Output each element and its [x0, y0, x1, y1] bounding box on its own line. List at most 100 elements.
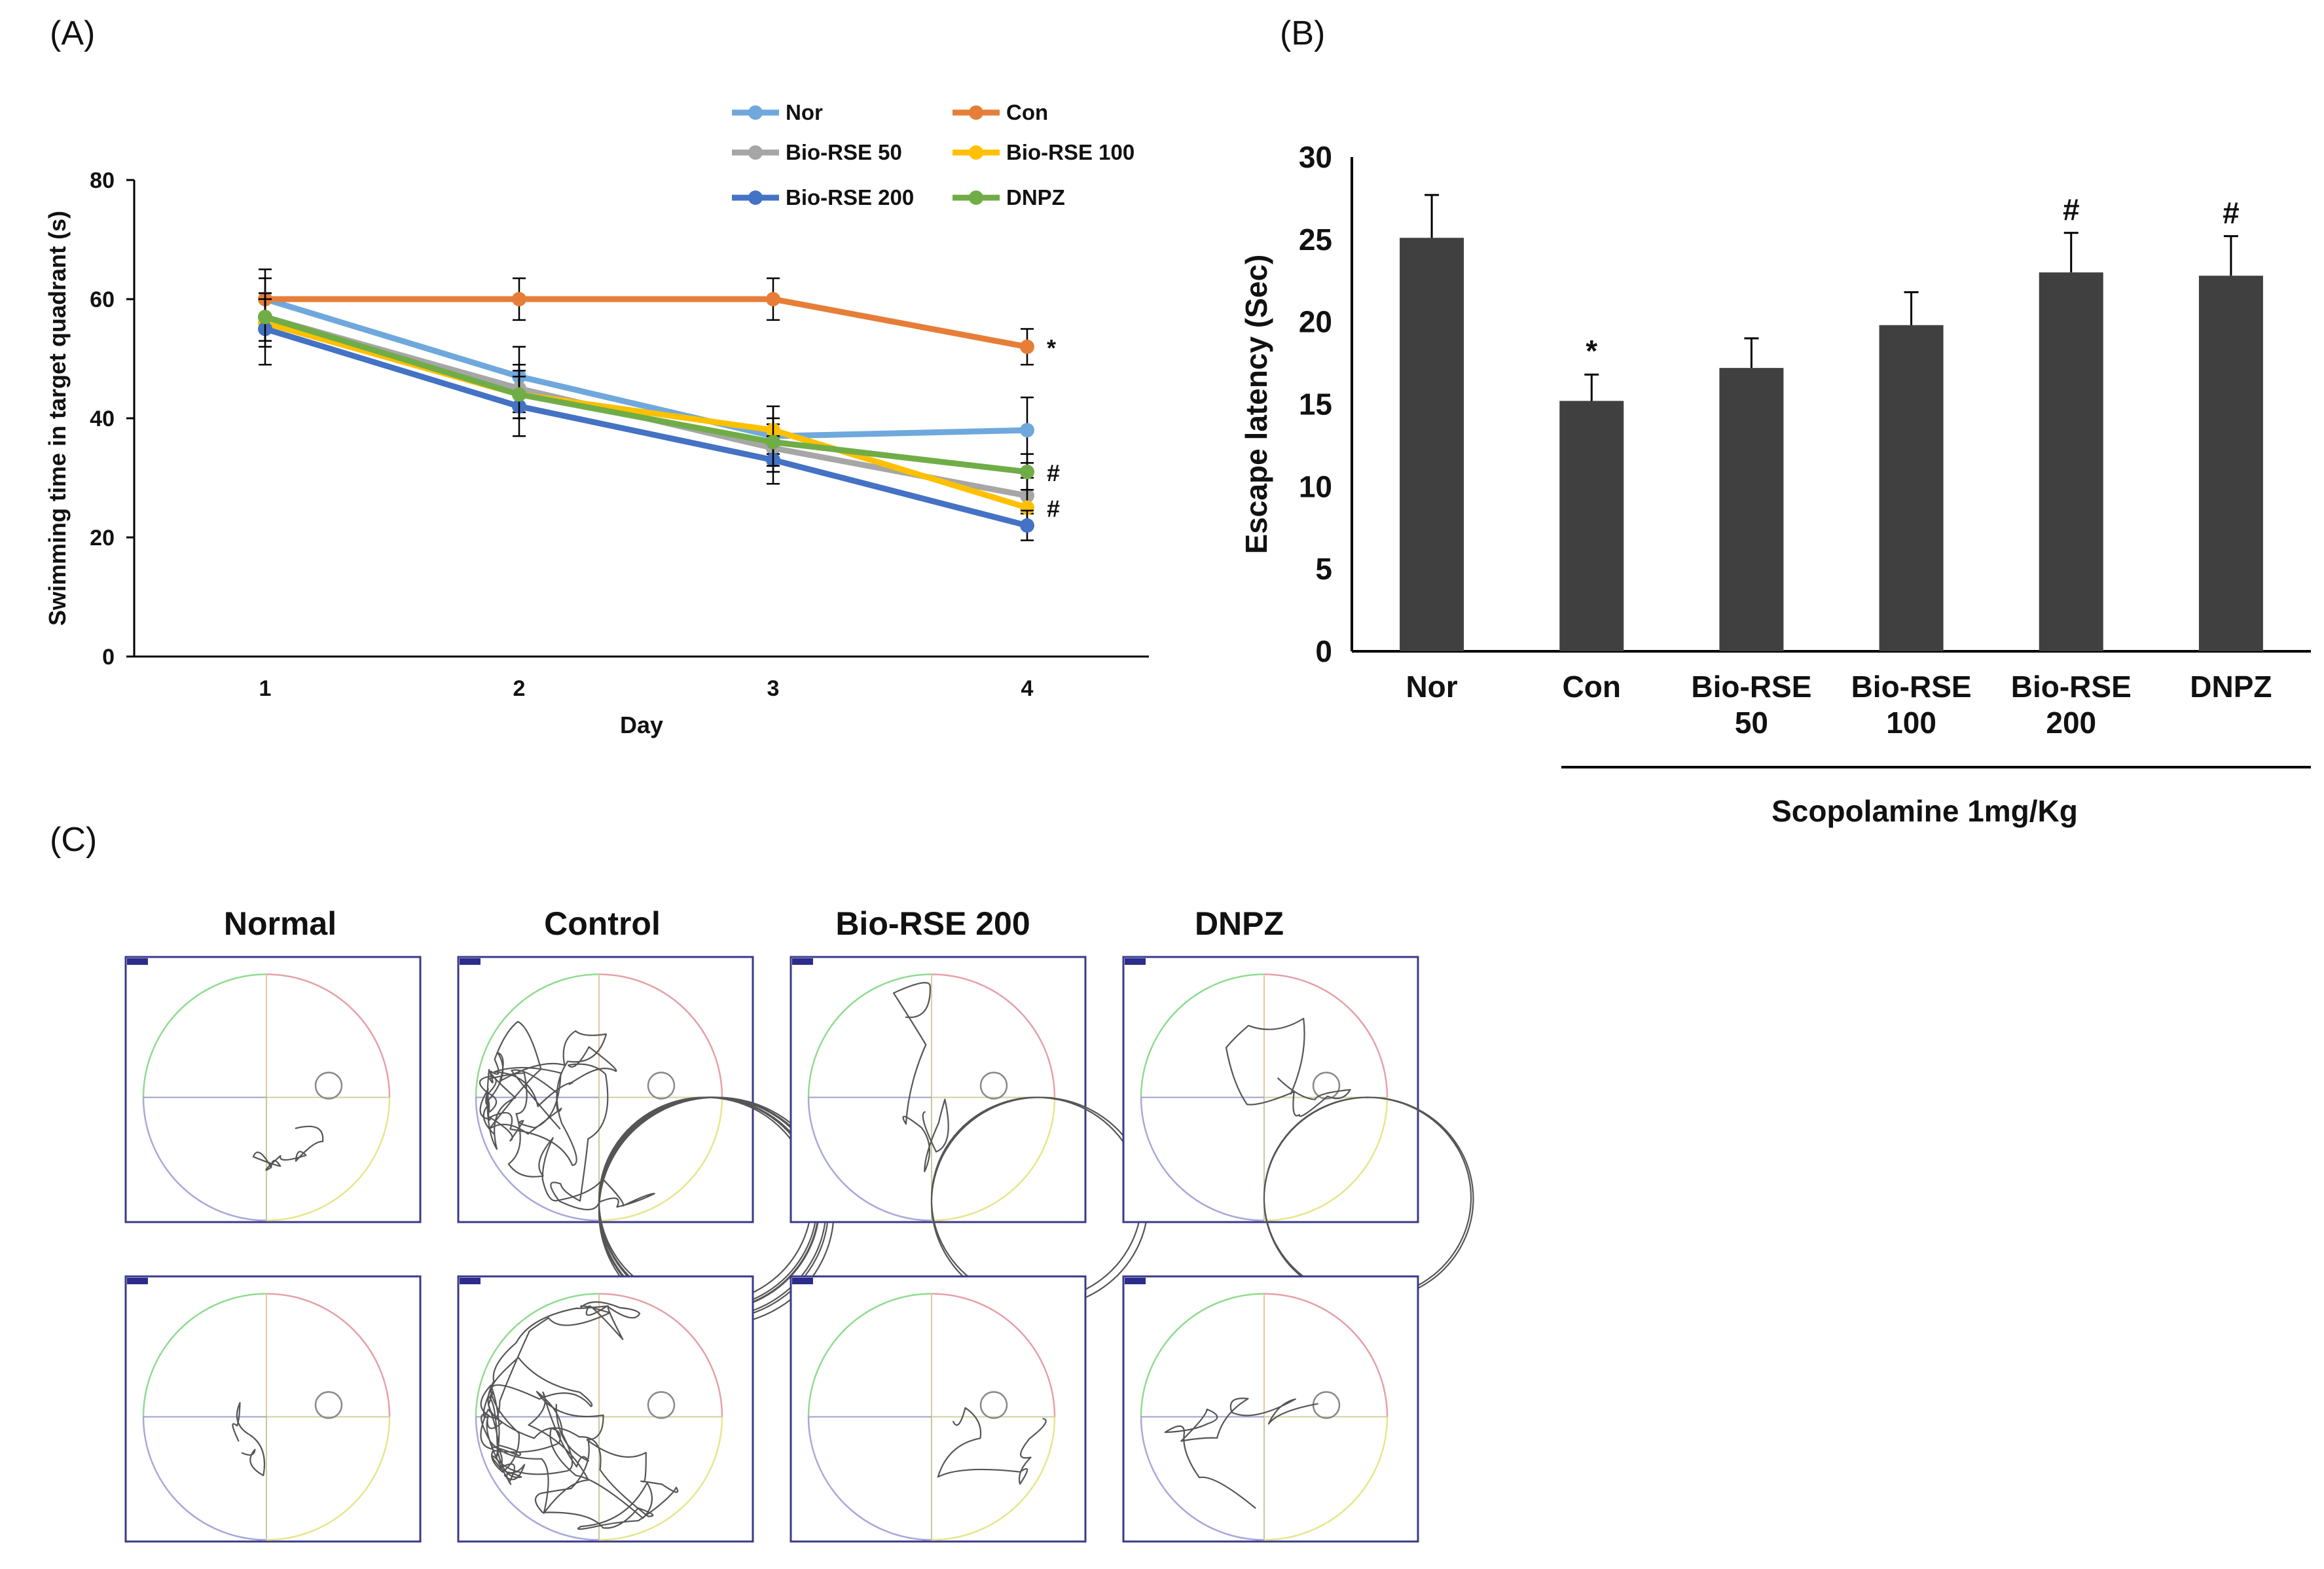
quadrant-arc-nw: [142, 973, 267, 1098]
maze-tag: [127, 1278, 148, 1284]
series-line: [264, 326, 1028, 529]
bar-group-con: * Con: [1559, 334, 1624, 704]
quadrant-arc-nw: [807, 1293, 932, 1417]
data-point: [1020, 339, 1034, 354]
series-line: [265, 296, 1028, 350]
maze-tag: [127, 958, 148, 965]
data-point: [766, 435, 780, 450]
y-tick-label-b: 30: [1299, 140, 1332, 174]
legend-marker: [969, 190, 983, 205]
panel-label-a: (A): [50, 14, 95, 52]
significance-mark-a: #: [1047, 496, 1060, 522]
quadrant-arc-ne: [931, 1293, 1056, 1417]
bar: [2039, 272, 2103, 652]
y-tick-label-b: 25: [1299, 223, 1332, 257]
maze-frame: [1122, 956, 1419, 1223]
platform-circle: [647, 1391, 676, 1419]
platform-circle: [979, 1072, 1008, 1100]
legend-label: Bio-RSE 100: [1006, 140, 1135, 164]
swim-trajectory: [232, 1402, 266, 1477]
quadrant-arc-nw: [475, 1293, 600, 1417]
series-line: [264, 314, 1028, 475]
quadrant-arc-se: [1263, 1097, 1389, 1221]
series-con: [258, 277, 1034, 366]
maze-tag: [792, 958, 813, 965]
swim-trajectory: [1164, 1398, 1318, 1509]
y-tick-label-b: 15: [1299, 388, 1332, 422]
swim-trajectory: [937, 1407, 1047, 1485]
quadrant-arc-nw: [1140, 973, 1265, 1098]
significance-mark-b: #: [2063, 192, 2080, 226]
series-dnpz: [258, 292, 1034, 491]
platform-circle: [1312, 1072, 1341, 1100]
quadrant-arc-se: [931, 1097, 1056, 1221]
y-axis-title-a: Swimming time in target quadrant (s): [44, 211, 71, 626]
y-tick-label-a: 0: [102, 645, 115, 670]
x-tick-label-a: 4: [1021, 676, 1034, 701]
x-tick-label-b: Nor: [1406, 670, 1457, 704]
bar: [1559, 401, 1624, 651]
x-tick-label-a: 1: [259, 676, 272, 701]
maze-r2-c3: [790, 1275, 1087, 1543]
quadrant-arc-sw: [807, 1097, 932, 1221]
significance-mark-b: *: [1586, 334, 1597, 368]
data-point: [258, 310, 272, 325]
quadrant-arc-nw: [807, 973, 932, 1098]
maze-frame: [790, 956, 1087, 1223]
quadrant-arc-ne: [1263, 973, 1389, 1098]
quadrant-arc-sw: [807, 1416, 932, 1541]
legend-marker: [748, 190, 763, 205]
y-tick-label-a: 60: [90, 287, 115, 312]
swim-trajectory: [480, 1301, 679, 1530]
x-tick-label-b: 200: [2046, 706, 2096, 740]
x-tick-label-a: 2: [513, 676, 526, 701]
maze-tag: [792, 1278, 813, 1284]
quadrant-arc-ne: [266, 1293, 391, 1417]
y-tick-label-b: 5: [1315, 552, 1332, 586]
trajectory-maps: Normal Control Bio-RSE 200 DNPZ: [124, 905, 1474, 1543]
legend-label: Bio-RSE 200: [786, 185, 914, 209]
maze-tag: [460, 1278, 481, 1284]
x-tick-label-b: Bio-RSE: [2011, 670, 2132, 704]
quadrant-arc-se: [266, 1416, 391, 1541]
y-tick-label-a: 80: [90, 168, 115, 193]
platform-circle: [647, 1072, 676, 1100]
quadrant-arc-nw: [475, 973, 600, 1098]
maze-r1-c1: [124, 956, 422, 1223]
data-point: [1020, 518, 1034, 533]
quadrant-arc-sw: [1140, 1097, 1265, 1221]
data-point: [512, 292, 526, 306]
traj-header-control: Control: [544, 905, 661, 942]
quadrant-arc-ne: [266, 973, 391, 1098]
significance-mark-a: *: [1047, 334, 1056, 361]
series-line: [264, 296, 1028, 439]
maze-r2-c2: [457, 1275, 754, 1543]
maze-frame: [457, 1275, 754, 1543]
x-tick-label-a: 3: [767, 676, 780, 701]
legend-marker: [969, 145, 983, 160]
y-tick-label-a: 40: [90, 406, 115, 431]
data-point: [1020, 423, 1034, 438]
y-axis-title-b: Escape latency (Sec): [1239, 255, 1273, 554]
quadrant-arc-se: [931, 1416, 1056, 1541]
maze-r1-c2: [457, 956, 835, 1326]
legend-marker: [748, 105, 763, 120]
quadrant-arc-nw: [142, 1293, 267, 1417]
quadrant-arc-se: [1263, 1416, 1389, 1541]
platform-circle: [314, 1391, 343, 1419]
maze-frame: [790, 1275, 1087, 1543]
significance-mark-b: #: [2223, 196, 2240, 230]
x-axis-title-a: Day: [620, 712, 663, 738]
quadrant-arc-ne: [598, 973, 723, 1098]
x-tick-label-b: Bio-RSE: [1851, 670, 1972, 704]
x-tick-label-b: 100: [1886, 706, 1936, 740]
line-chart-swimming-time: 0 20 40 60 80 1 2 3 4 Day Swimming time in target …: [44, 100, 1149, 738]
x-tick-label-b: 50: [1735, 706, 1768, 740]
maze-frame: [1122, 1275, 1419, 1543]
maze-tag: [460, 958, 481, 965]
x-tick-label-b: Con: [1563, 670, 1621, 704]
